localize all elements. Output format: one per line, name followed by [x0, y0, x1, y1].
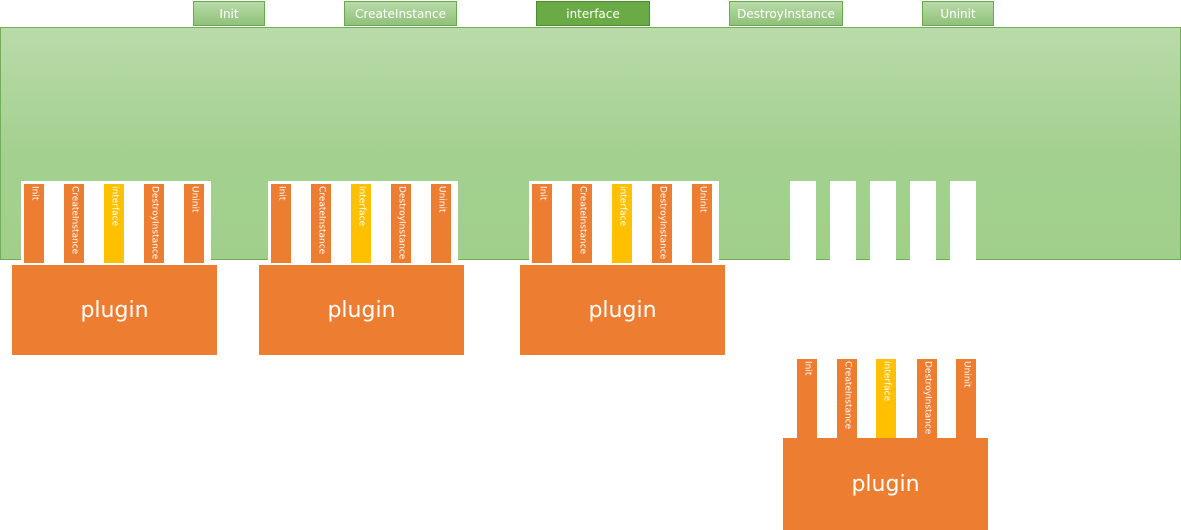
empty-slot	[910, 181, 936, 260]
plugin-4-pin-uninit: Uninit	[956, 359, 976, 439]
empty-slot	[870, 181, 896, 260]
plugin-1-body: plugin	[12, 263, 217, 355]
plugin-3-pin-interface: interface	[612, 184, 632, 264]
plugin-2-pin-destroyinstance: DestroyInstance	[391, 184, 411, 264]
plugin-2-pin-init: Init	[271, 184, 291, 264]
plugin-2-pin-interface: interface	[351, 184, 371, 264]
host-tab-init: Init	[193, 1, 265, 26]
plugin-4-pin-init: Init	[797, 359, 817, 439]
plugin-1-pin-createinstance: CreateInstance	[64, 184, 84, 264]
plugin-2-body: plugin	[259, 263, 464, 355]
plugin-3-pin-init: Init	[532, 184, 552, 264]
plugin-1-pin-init: Init	[24, 184, 44, 264]
empty-slot	[830, 181, 856, 260]
plugin-3-body: plugin	[520, 263, 725, 355]
plugin-1-pin-destroyinstance: DestroyInstance	[144, 184, 164, 264]
host-tab-interface: interface	[536, 1, 650, 26]
plugin-3-pin-destroyinstance: DestroyInstance	[652, 184, 672, 264]
plugin-3-pin-createinstance: CreateInstance	[572, 184, 592, 264]
host-tab-createinstance: CreateInstance	[344, 1, 457, 26]
plugin-4-pin-interface: interface	[876, 359, 896, 439]
plugin-4-body: plugin	[783, 438, 988, 530]
plugin-4-pin-createinstance: CreateInstance	[837, 359, 857, 439]
plugin-1-pin-uninit: Uninit	[184, 184, 204, 264]
plugin-3-pin-uninit: Uninit	[692, 184, 712, 264]
host-tab-destroyinstance: DestroyInstance	[729, 1, 843, 26]
plugin-1-pin-interface: interface	[104, 184, 124, 264]
plugin-4-pin-destroyinstance: DestroyInstance	[917, 359, 937, 439]
empty-slot	[950, 181, 976, 260]
empty-slot	[790, 181, 816, 260]
host-tab-uninit: Uninit	[922, 1, 994, 26]
plugin-2-pin-createinstance: CreateInstance	[311, 184, 331, 264]
plugin-2-pin-uninit: Uninit	[431, 184, 451, 264]
